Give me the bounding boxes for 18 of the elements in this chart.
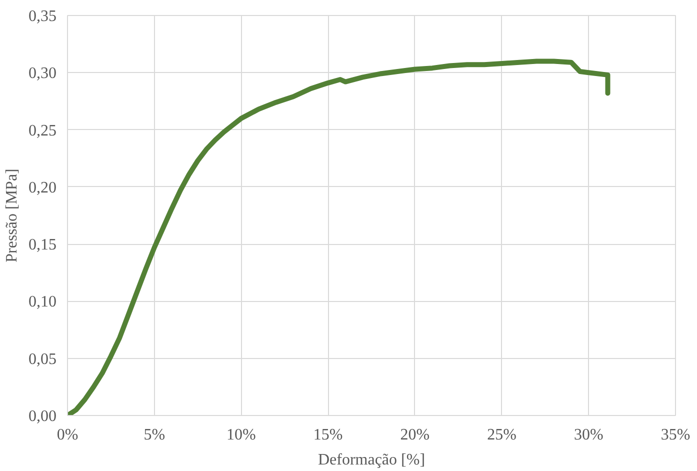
x-tick-label: 15%: [313, 426, 343, 444]
y-axis-title: Pressão [MPa]: [4, 168, 20, 262]
y-tick-label: 0,00: [28, 408, 56, 425]
y-tick-label: 0,20: [28, 179, 56, 196]
x-tick-label: 10%: [226, 426, 256, 444]
y-tick-label: 0,05: [28, 350, 56, 368]
x-tick-label: 25%: [487, 426, 516, 444]
y-tick-label: 0,30: [28, 65, 56, 82]
y-tick-label: 0,25: [28, 122, 56, 140]
x-axis-title: Deformação [%]: [318, 452, 426, 468]
y-tick-label: 0,35: [28, 8, 56, 25]
y-tick-label: 0,10: [28, 294, 56, 311]
x-tick-label: 30%: [574, 426, 604, 444]
x-tick-label: 5%: [144, 426, 166, 444]
x-tick-label: 20%: [400, 426, 430, 444]
x-tick-label: 0%: [56, 426, 78, 444]
x-tick-label: 35%: [660, 426, 690, 444]
y-tick-label: 0,15: [28, 236, 56, 254]
